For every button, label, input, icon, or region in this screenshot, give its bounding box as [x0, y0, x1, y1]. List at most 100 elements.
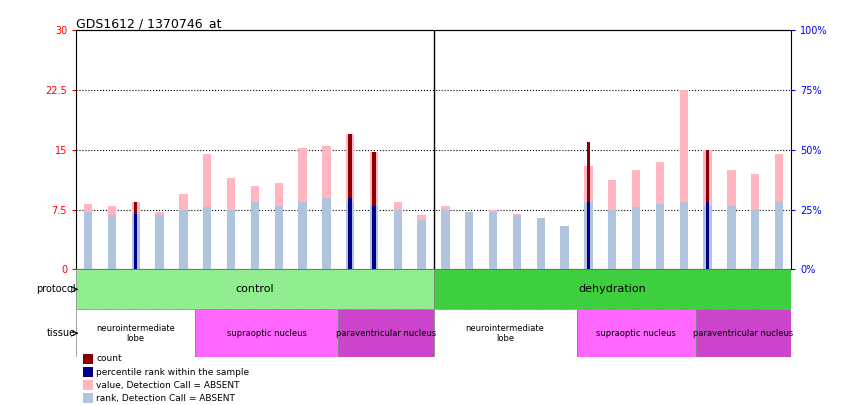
Bar — [775, 154, 783, 269]
Bar — [695, 30, 719, 269]
Bar — [703, 150, 711, 269]
Text: control: control — [235, 284, 274, 294]
Bar — [156, 212, 164, 269]
Bar — [458, 30, 481, 269]
Bar — [672, 30, 695, 269]
Bar — [219, 30, 243, 269]
Bar — [728, 170, 736, 269]
Bar — [489, 210, 497, 269]
Bar — [84, 204, 92, 269]
Bar — [134, 214, 138, 269]
Bar — [131, 214, 140, 269]
Bar — [338, 309, 434, 357]
Bar — [529, 30, 552, 269]
Bar — [703, 206, 711, 269]
Text: rank, Detection Call = ABSENT: rank, Detection Call = ABSENT — [96, 394, 235, 403]
Bar — [608, 180, 617, 269]
Bar — [417, 215, 426, 269]
Bar — [107, 206, 116, 269]
Bar — [274, 183, 283, 269]
Bar — [195, 30, 219, 269]
Bar — [489, 212, 497, 269]
Bar — [560, 244, 569, 269]
Bar — [719, 30, 744, 269]
Bar — [536, 217, 545, 269]
Bar — [393, 202, 402, 269]
Bar — [434, 309, 577, 357]
Bar — [586, 142, 591, 269]
Bar — [203, 154, 212, 269]
Bar — [442, 210, 450, 269]
Bar — [513, 214, 521, 269]
Bar — [100, 30, 124, 269]
Bar — [728, 206, 736, 269]
Bar — [84, 212, 92, 269]
Bar — [83, 380, 92, 390]
Bar — [552, 30, 576, 269]
Bar — [349, 134, 352, 269]
Bar — [179, 194, 188, 269]
Bar — [107, 215, 116, 269]
Text: GDS1612 / 1370746_at: GDS1612 / 1370746_at — [76, 17, 222, 30]
Bar — [83, 354, 92, 364]
Bar — [76, 309, 195, 357]
Bar — [632, 170, 640, 269]
Bar — [76, 269, 433, 309]
Bar — [585, 202, 593, 269]
Bar — [76, 30, 100, 269]
Text: dehydration: dehydration — [579, 284, 646, 294]
Text: protocol: protocol — [36, 284, 75, 294]
Bar — [648, 30, 672, 269]
Bar — [179, 210, 188, 269]
Bar — [172, 30, 195, 269]
Bar — [134, 202, 138, 269]
Bar — [656, 204, 664, 269]
Bar — [83, 394, 92, 403]
Bar — [274, 206, 283, 269]
Bar — [695, 309, 791, 357]
Bar — [577, 30, 601, 269]
Bar — [372, 152, 376, 269]
Bar — [386, 30, 409, 269]
Bar — [577, 309, 695, 357]
Bar — [465, 212, 474, 269]
Bar — [608, 210, 617, 269]
Bar — [465, 215, 474, 269]
Bar — [434, 30, 458, 269]
Bar — [243, 30, 266, 269]
Text: neurointermediate
lobe: neurointermediate lobe — [465, 324, 545, 343]
Bar — [370, 152, 378, 269]
Bar — [434, 269, 791, 309]
Bar — [767, 30, 791, 269]
Bar — [370, 206, 378, 269]
Text: neurointermediate
lobe: neurointermediate lobe — [96, 324, 175, 343]
Bar — [679, 90, 688, 269]
Bar — [624, 30, 648, 269]
Bar — [131, 202, 140, 269]
Text: supraoptic nucleus: supraoptic nucleus — [596, 329, 676, 338]
Bar — [83, 367, 92, 377]
Bar — [203, 207, 212, 269]
Bar — [124, 30, 147, 269]
Bar — [417, 220, 426, 269]
Bar — [442, 206, 450, 269]
Bar — [481, 30, 505, 269]
Bar — [751, 174, 760, 269]
Text: tissue: tissue — [47, 328, 75, 338]
Bar — [706, 150, 710, 269]
Bar — [706, 202, 710, 269]
Bar — [195, 309, 338, 357]
Bar — [505, 30, 529, 269]
Text: value, Detection Call = ABSENT: value, Detection Call = ABSENT — [96, 381, 239, 390]
Bar — [513, 215, 521, 269]
Bar — [775, 202, 783, 269]
Bar — [227, 178, 235, 269]
Bar — [586, 202, 591, 269]
Bar — [315, 30, 338, 269]
Text: paraventricular nucleus: paraventricular nucleus — [693, 329, 794, 338]
Bar — [266, 30, 291, 269]
Bar — [291, 30, 315, 269]
Bar — [349, 198, 352, 269]
Bar — [362, 30, 386, 269]
Bar — [322, 198, 331, 269]
